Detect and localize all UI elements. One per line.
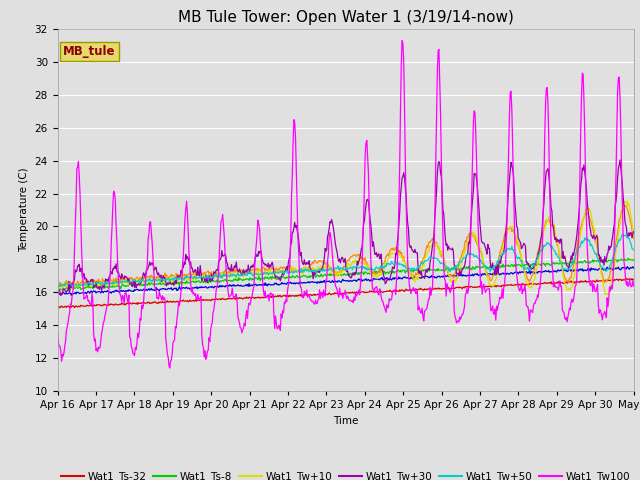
Y-axis label: Temperature (C): Temperature (C) bbox=[19, 168, 29, 252]
Title: MB Tule Tower: Open Water 1 (3/19/14-now): MB Tule Tower: Open Water 1 (3/19/14-now… bbox=[178, 10, 513, 25]
X-axis label: Time: Time bbox=[333, 416, 358, 426]
Legend: Wat1_Ts-32, Wat1_Ts-16, Wat1_Ts-8, Wat1_Ts0, Wat1_Tw+10, Wat1_Tw+30, Wat1_Tw+50,: Wat1_Ts-32, Wat1_Ts-16, Wat1_Ts-8, Wat1_… bbox=[56, 467, 635, 480]
Text: MB_tule: MB_tule bbox=[63, 45, 116, 58]
